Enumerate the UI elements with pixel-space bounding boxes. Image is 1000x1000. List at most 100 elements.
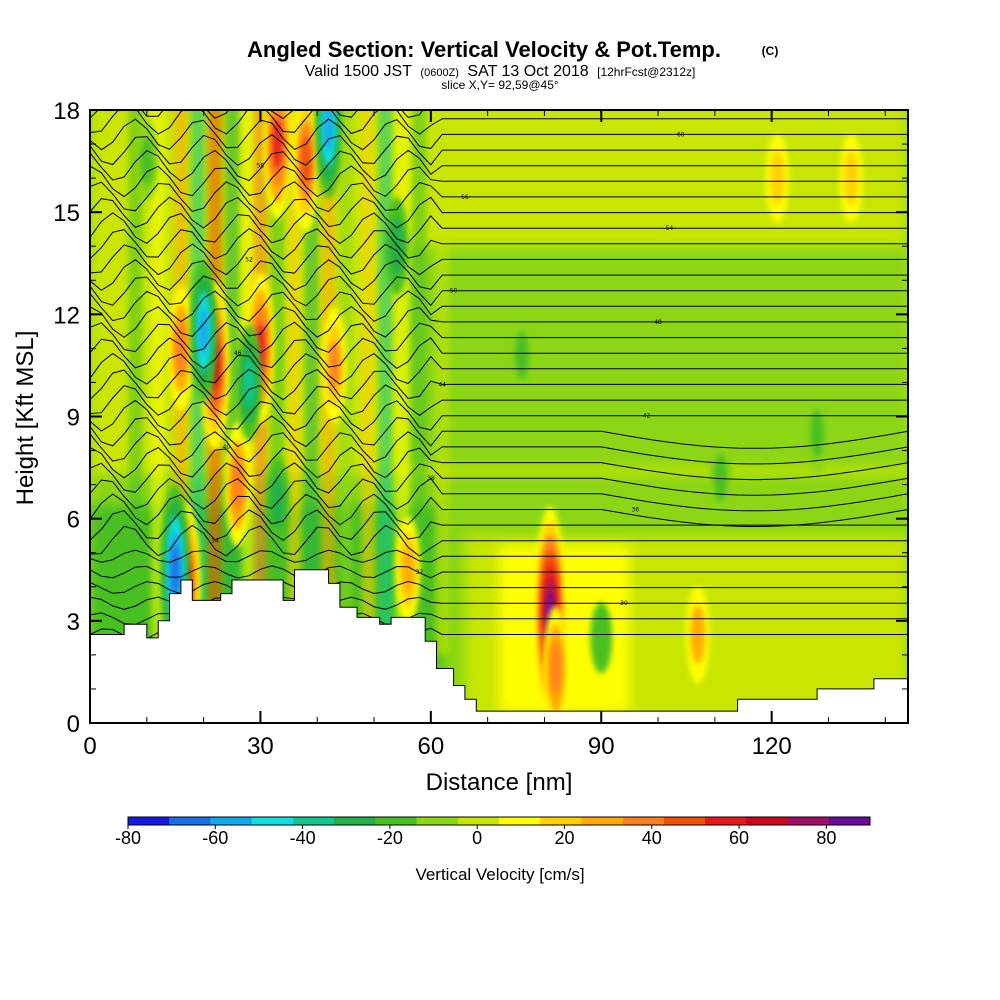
velocity-cell <box>389 216 404 276</box>
x-tick-label: 60 <box>417 733 444 760</box>
velocity-cell <box>515 331 529 380</box>
x-tick-label: 120 <box>752 733 792 760</box>
colorbar-tick-label: -60 <box>202 828 228 848</box>
velocity-streak <box>435 110 450 655</box>
isentrope-label: 48 <box>654 319 662 326</box>
velocity-streak <box>287 110 302 655</box>
colorbar-frame <box>127 816 871 826</box>
velocity-cell <box>301 137 311 185</box>
x-tick-label: 30 <box>247 733 274 760</box>
isentrope-label: 52 <box>245 256 253 263</box>
isentrope-line <box>90 196 908 229</box>
velocity-cell <box>140 137 154 186</box>
isentrope-label: 46 <box>234 350 242 357</box>
chart-title-unit: (C) <box>762 44 779 58</box>
isentrope-line <box>90 462 908 496</box>
velocity-cell <box>402 546 414 593</box>
velocity-cell <box>175 321 187 376</box>
isentrope-label: 50 <box>450 288 458 295</box>
subtitle-date: SAT 13 Oct 2018 <box>467 63 588 80</box>
isentrope-line <box>90 399 908 432</box>
colorbar-swatch <box>581 817 624 825</box>
isentrope-label: 32 <box>416 569 424 576</box>
y-tick-label: 15 <box>53 200 80 227</box>
isentrope-label: 62 <box>472 100 480 107</box>
isentrope-line <box>90 384 908 417</box>
colorbar-label: Vertical Velocity [cm/s] <box>415 865 584 884</box>
isentrope-line <box>90 509 908 542</box>
isentrope-line <box>90 134 908 166</box>
colorbar-swatch <box>499 817 541 825</box>
colorbar-tick-label: 0 <box>472 828 482 848</box>
colorbar-swatch <box>128 817 170 825</box>
isentrope-line <box>90 165 908 198</box>
colorbar: -80 -60 -40 -20 0 20 40 60 80 <box>115 816 871 848</box>
y-axis-label: Height [Kft MSL] <box>12 331 39 506</box>
velocity-cell <box>243 357 255 408</box>
isentrope-line <box>90 549 908 563</box>
plot-area: 283032343638404244464850525456586062 <box>90 100 908 723</box>
isentrope-line <box>90 524 908 557</box>
x-axis-ticks: 0 30 60 90 120 <box>83 110 886 760</box>
isentrope-lines: 283032343638404244464850525456586062 <box>90 100 908 642</box>
colorbar-swatch <box>416 817 459 825</box>
isentrope-label: 60 <box>677 131 685 138</box>
subtitle-zulu: (0600Z) <box>420 67 459 79</box>
x-tick-label: 90 <box>588 733 615 760</box>
colorbar-tick-label: -80 <box>115 828 141 848</box>
isentrope-line <box>90 212 908 245</box>
velocity-cell <box>810 409 824 458</box>
colorbar-swatch <box>210 817 253 825</box>
velocity-cell <box>713 453 728 502</box>
isentrope-line <box>90 227 908 260</box>
isentrope-line <box>90 477 908 512</box>
isentrope-line <box>90 352 908 385</box>
isentrope-line <box>90 565 908 579</box>
colorbar-swatch <box>375 817 418 825</box>
colorbar-swatch <box>622 817 665 825</box>
mid-level-band <box>402 246 908 468</box>
y-tick-label: 18 <box>53 98 80 125</box>
isentrope-line <box>90 290 908 323</box>
isentrope-line <box>90 415 908 449</box>
velocity-cells <box>135 110 863 723</box>
x-axis-label: Distance [nm] <box>426 769 573 796</box>
isentrope-label: 42 <box>643 413 651 420</box>
subtitle-valid: Valid 1500 JST <box>305 63 413 80</box>
colorbar-tick-label: -40 <box>290 828 316 848</box>
velocity-cell <box>844 151 859 205</box>
isentrope-label: 54 <box>666 225 674 232</box>
chart-title: Angled Section: Vertical Velocity & Pot.… <box>247 37 721 62</box>
terrain <box>90 569 908 723</box>
colorbar-swatch <box>746 817 789 825</box>
isentrope-line <box>90 446 908 481</box>
velocity-cell <box>272 118 282 170</box>
isentrope-line <box>90 181 908 213</box>
velocity-cell <box>199 307 209 356</box>
y-tick-label: 12 <box>53 302 80 329</box>
isentrope-label: 44 <box>438 381 446 388</box>
colorbar-tick-label: -20 <box>377 828 403 848</box>
colorbar-swatch <box>457 817 500 825</box>
velocity-streak <box>304 110 319 655</box>
colorbar-swatch <box>292 817 335 825</box>
colorbar-swatch <box>787 817 830 825</box>
isentrope-line <box>90 305 908 338</box>
y-tick-label: 3 <box>67 609 80 636</box>
colorbar-swatch <box>334 817 376 825</box>
isentrope-line <box>90 493 908 527</box>
isentrope-line <box>90 368 908 401</box>
chart-slice-info: slice X,Y= 92,59@45° <box>441 78 559 92</box>
colorbar-swatch <box>540 817 582 825</box>
colorbar-swatch <box>169 817 211 825</box>
isentrope-line <box>90 337 908 370</box>
velocity-cell <box>171 546 180 593</box>
colorbar-tick-label: 60 <box>729 828 749 848</box>
isentrope-line <box>90 259 908 291</box>
colorbar-tick-label: 80 <box>816 828 836 848</box>
velocity-cell <box>770 151 785 205</box>
velocity-cell <box>232 457 244 512</box>
isentrope-line <box>90 431 908 465</box>
colorbar-swatch <box>828 817 871 825</box>
